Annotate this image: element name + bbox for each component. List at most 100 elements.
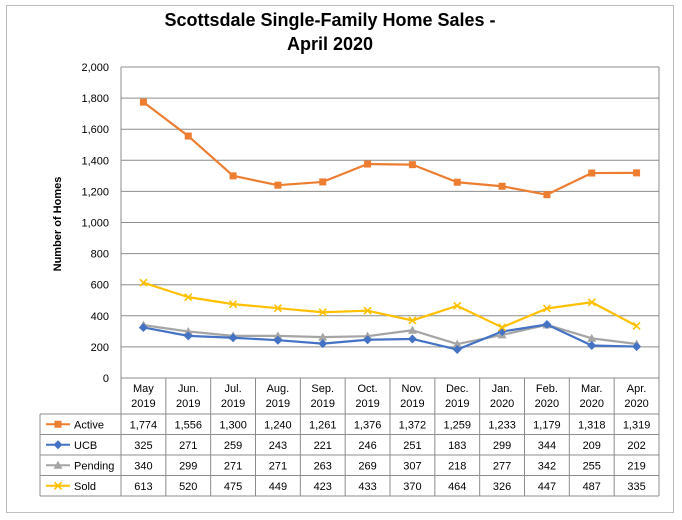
data-label: 1,179 <box>533 419 561 431</box>
data-point <box>452 345 462 355</box>
x-tick-label-year: 2019 <box>355 398 379 410</box>
legend-entry: UCB <box>74 440 97 452</box>
x-tick-label-year: 2019 <box>400 398 424 410</box>
data-point <box>407 325 417 334</box>
data-label: 271 <box>269 460 287 472</box>
data-label: 271 <box>179 440 197 452</box>
data-point <box>408 161 416 169</box>
data-label: 1,318 <box>578 419 606 431</box>
data-label: 1,319 <box>623 419 651 431</box>
data-point-stroke <box>408 316 417 325</box>
data-label: 325 <box>134 440 152 452</box>
data-label: 340 <box>134 460 152 472</box>
data-point <box>274 181 282 189</box>
legend-key <box>46 440 70 450</box>
data-label: 447 <box>538 481 556 493</box>
data-label: 219 <box>627 460 645 472</box>
data-point <box>53 481 63 490</box>
data-label: 243 <box>269 440 287 452</box>
data-point <box>273 304 282 313</box>
x-tick-label-year: 2019 <box>266 398 290 410</box>
series-active <box>139 98 641 199</box>
data-label: 299 <box>493 440 511 452</box>
data-label: 259 <box>224 440 242 452</box>
data-point <box>408 316 417 325</box>
data-label: 1,261 <box>309 419 337 431</box>
data-point <box>363 335 373 345</box>
data-label: 269 <box>358 460 376 472</box>
data-label: 218 <box>448 460 466 472</box>
y-tick-label: 1,000 <box>81 218 109 230</box>
legend-entry: Pending <box>74 460 114 472</box>
x-tick-label-year: 2019 <box>445 398 469 410</box>
x-tick-label-month: Sep. <box>311 383 334 395</box>
data-label: 1,259 <box>443 419 471 431</box>
y-tick-label: 200 <box>91 342 109 354</box>
data-point-stroke <box>139 278 148 287</box>
data-point-stroke <box>273 304 282 313</box>
data-point <box>452 339 462 348</box>
data-point-stroke <box>229 300 238 309</box>
legend-key <box>46 420 70 428</box>
data-point <box>183 327 193 336</box>
data-point <box>184 132 192 140</box>
x-tick-label-month: Jul. <box>225 383 242 395</box>
data-point <box>53 440 63 450</box>
data-point <box>229 172 237 180</box>
y-tick-label: 800 <box>91 249 109 261</box>
x-tick-label-month: Dec. <box>446 383 469 395</box>
data-label: 423 <box>314 481 332 493</box>
gridlines <box>120 66 660 379</box>
series-line <box>143 323 637 351</box>
data-label: 1,376 <box>354 419 382 431</box>
data-point <box>319 178 327 186</box>
data-point-stroke <box>542 304 551 313</box>
x-tick-label-month: Jan. <box>492 383 513 395</box>
data-point-stroke <box>632 321 641 330</box>
x-tick-label-month: Oct. <box>357 383 377 395</box>
data-point <box>587 333 597 342</box>
data-point-stroke <box>53 481 63 490</box>
y-tick-label: 600 <box>91 280 109 292</box>
data-point <box>273 331 283 340</box>
data-point <box>587 298 596 307</box>
data-label: 1,774 <box>130 419 158 431</box>
data-label: 1,233 <box>488 419 516 431</box>
data-point <box>139 98 147 106</box>
data-label: 1,372 <box>399 419 427 431</box>
data-point <box>407 334 417 344</box>
x-tick-label-year: 2020 <box>624 398 648 410</box>
data-point <box>229 300 238 309</box>
y-tick-label: 2,000 <box>81 62 109 74</box>
data-point <box>364 160 372 168</box>
data-point <box>184 293 193 302</box>
data-point <box>633 169 641 177</box>
data-point <box>453 178 461 186</box>
y-tick-labels: 0 200 400 600 800 1,000 1,200 1,400 1,600 1,800 2,… <box>81 62 109 385</box>
data-point <box>542 304 551 313</box>
data-point <box>318 308 327 317</box>
data-label: 370 <box>403 481 421 493</box>
x-tick-label-month: Feb. <box>536 383 558 395</box>
legend-key <box>46 460 70 469</box>
data-point <box>632 321 641 330</box>
chart-title-line-2: April 2020 <box>286 34 374 54</box>
data-point <box>543 191 551 199</box>
x-tick-label-month: Jun. <box>178 383 199 395</box>
x-tick-label-year: 2020 <box>490 398 514 410</box>
data-point <box>318 339 328 349</box>
data-point <box>498 182 506 190</box>
x-tick-label-month: Mar. <box>581 383 602 395</box>
data-label: 335 <box>627 481 645 493</box>
data-point <box>53 460 63 469</box>
data-point <box>138 322 148 332</box>
data-point <box>588 169 596 177</box>
data-label: 613 <box>134 481 152 493</box>
y-tick-label: 1,600 <box>81 124 109 136</box>
data-label: 342 <box>538 460 556 472</box>
data-label: 271 <box>224 460 242 472</box>
data-label: 344 <box>538 440 556 452</box>
y-tick-label: 1,800 <box>81 93 109 105</box>
x-tick-label-month: May <box>133 383 154 395</box>
